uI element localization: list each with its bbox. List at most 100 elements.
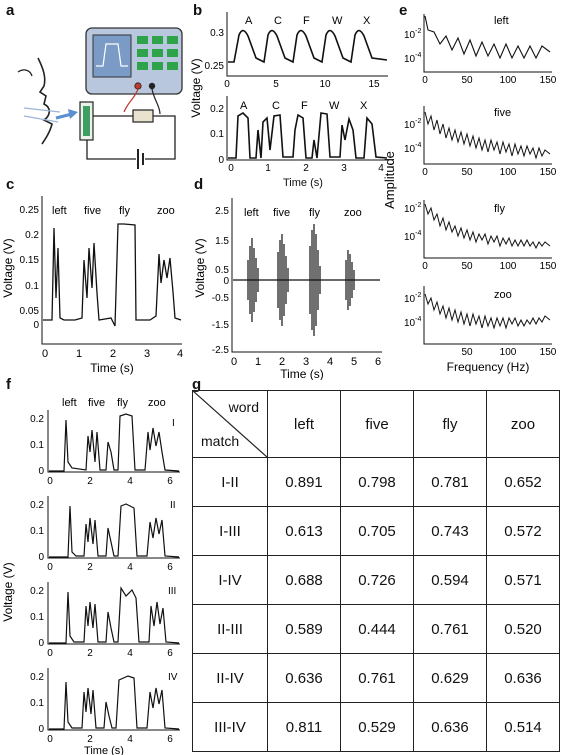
table-cell: 0.572	[486, 506, 560, 556]
panel-c-ylabel: Voltage (V)	[1, 238, 15, 297]
svg-text:10-2: 10-2	[404, 292, 421, 305]
panel-f-II-ytick-1: 0.1	[30, 526, 44, 537]
table-cell: 0.636	[267, 653, 341, 703]
panel-e-left-ytick-low: 10	[404, 54, 416, 65]
table-cell: 0.761	[413, 604, 487, 654]
table-cell: 0.781	[413, 457, 487, 507]
table-row: I-II 0.891 0.798 0.781 0.652	[192, 457, 560, 507]
panel-e-zoo-ytick-high-exp: -2	[415, 292, 421, 299]
panel-b-letter: b	[193, 2, 203, 19]
panel-e-fly-ytick-high-exp: -2	[415, 202, 421, 209]
panel-d-xlabel: Time (s)	[280, 367, 324, 380]
panel-c-plot: Voltage (V) 0.25 0.2 0.15 0.1 0.05 0 0 1…	[1, 196, 183, 375]
panel-c-trace	[43, 223, 182, 327]
column-header-five: five	[340, 390, 414, 458]
svg-text:10-4: 10-4	[404, 142, 421, 155]
panel-f-roman-II: II	[170, 500, 176, 511]
panel-e-word-five: five	[494, 107, 511, 119]
table-row: I-III 0.613 0.705 0.743 0.572	[192, 506, 560, 556]
panel-f-II-xtick-0: 0	[47, 562, 53, 573]
panel-f-I-xtick-1: 2	[87, 476, 93, 487]
panel-b-top-trace	[228, 29, 388, 64]
panel-f-I-ytick-0: 0.2	[30, 414, 44, 425]
table-cell: 0.652	[486, 457, 560, 507]
panel-e-fly-xtick-0: 0	[422, 261, 428, 272]
panel-e-left-xtick-0: 0	[422, 75, 428, 86]
panel-b-bottom-letter-W: W	[329, 100, 340, 112]
corner-word-label: word	[228, 399, 259, 415]
panel-d-ytick-1: 1.5	[215, 236, 229, 247]
table-header-row: word match left five fly zoo	[192, 390, 560, 458]
corner-match-label: match	[201, 433, 240, 449]
column-header-fly: fly	[413, 390, 487, 458]
panel-c-ytick-2: 0.15	[20, 255, 40, 266]
panel-e-subplot-zoo: zoo 10-2 10-4 50 100 150	[404, 286, 557, 358]
table-cell: 0.594	[413, 555, 487, 605]
panel-e-left-xtick-3: 150	[540, 75, 557, 86]
panel-b-bottom-ytick-0: 0.2	[210, 104, 224, 115]
row-label: I-II	[192, 457, 268, 507]
row-label: II-III	[192, 604, 268, 654]
table-cell: 0.761	[340, 653, 414, 703]
panel-e-subplot-left: left 10-2 10-4 0 50 100 150	[404, 14, 557, 86]
panel-b-ylabel: Voltage (V)	[190, 58, 203, 117]
panel-d-word-fly: fly	[309, 207, 321, 219]
panel-f-roman-IV: IV	[168, 672, 178, 683]
battery-icon	[137, 149, 144, 169]
panel-f-I-xtick-0: 0	[47, 476, 53, 487]
panel-c-xtick-2: 2	[110, 348, 116, 360]
panel-f-roman-III: III	[168, 586, 176, 597]
panel-d-word-zoo: zoo	[344, 207, 362, 219]
table-cell: 0.891	[267, 457, 341, 507]
panel-d-ylabel: Voltage (V)	[193, 238, 207, 297]
panel-d-xtick-2: 2	[279, 356, 285, 368]
panel-b-top-letter-A: A	[245, 15, 253, 27]
panel-b-top-ytick-1: 0.25	[205, 61, 225, 72]
panel-f-IV-ytick-1: 0.1	[30, 698, 44, 709]
panel-e-left-ytick-low-exp: -4	[415, 52, 421, 59]
panel-b-bottom-letter-X: X	[360, 100, 368, 112]
panel-c-xlabel: Time (s)	[90, 361, 134, 375]
panel-f-roman-I: I	[172, 418, 175, 429]
table-row: II-III 0.589 0.444 0.761 0.520	[192, 604, 560, 654]
table-cell: 0.520	[486, 604, 560, 654]
table-cell: 0.811	[267, 702, 341, 752]
table-row: I-IV 0.688 0.726 0.594 0.571	[192, 555, 560, 605]
panel-e-zoo-xtick-2: 100	[500, 347, 517, 358]
panel-f-III-ytick-1: 0.1	[30, 612, 44, 623]
panel-g-match-table: word match left five fly zoo I-II 0.891 …	[192, 390, 560, 752]
panel-e-fly-ytick-low: 10	[404, 232, 416, 243]
panel-b-bottom-letter-F: F	[301, 100, 308, 112]
panel-e-left-ytick-high-exp: -2	[415, 28, 421, 35]
panel-b-top-xtick-3: 15	[368, 79, 380, 90]
panel-c-ytick-4: 0.05	[20, 306, 40, 317]
panel-b-top-letter-F: F	[303, 15, 310, 27]
column-header-zoo: zoo	[486, 390, 560, 458]
panel-f-III-xtick-3: 6	[167, 648, 173, 659]
svg-text:10-2: 10-2	[404, 202, 421, 215]
panel-c-xtick-4: 4	[177, 348, 183, 360]
panel-f-II-xtick-2: 4	[127, 562, 133, 573]
panel-c-word-zoo: zoo	[157, 205, 175, 217]
panel-d-ytick-2: 0.5	[215, 265, 229, 276]
panel-f-IV-xtick-1: 2	[87, 734, 93, 745]
face-profile-icon	[37, 57, 53, 145]
table-cell: 0.444	[340, 604, 414, 654]
table-cell: 0.705	[340, 506, 414, 556]
panel-b-bottom-letter-A: A	[240, 100, 248, 112]
panel-e-five-ytick-low: 10	[404, 144, 416, 155]
device-screen-icon	[92, 34, 132, 78]
column-header-left: left	[267, 390, 341, 458]
panel-e-five-ytick-high-exp: -2	[415, 118, 421, 125]
svg-text:10-4: 10-4	[404, 52, 421, 65]
panel-b-top-letter-C: C	[274, 15, 282, 27]
panel-b-top-xtick-1: 5	[273, 79, 279, 90]
table-row: II-IV 0.636 0.761 0.629 0.636	[192, 653, 560, 703]
panel-a-schematic	[17, 27, 183, 169]
panel-d-ytick-4: -0.5	[212, 293, 230, 304]
panel-d-xtick-3: 3	[303, 356, 309, 368]
eye-icon	[17, 69, 33, 77]
panel-e-five-ytick-high: 10	[404, 120, 416, 131]
table-cell: 0.529	[340, 702, 414, 752]
panel-c-xtick-0: 0	[42, 348, 48, 360]
